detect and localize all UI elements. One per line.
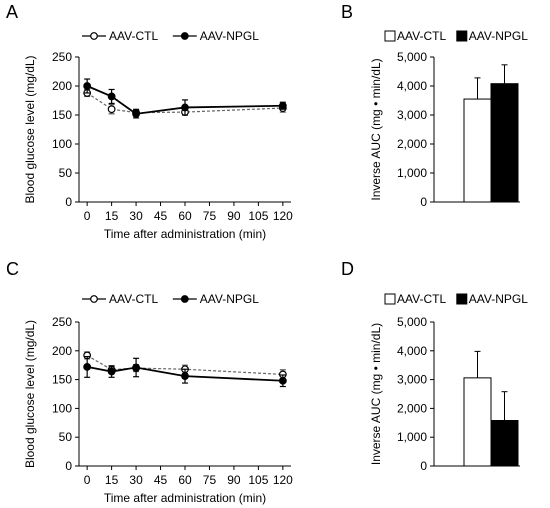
legend-marker: [180, 32, 189, 40]
bar-aav-ctl: [463, 377, 492, 467]
panel-label: B: [341, 2, 353, 22]
panel-b: B 0 1,000 2,000 3,000 4,000 5,000 Inverse AUC (…: [341, 2, 528, 209]
x-tick-label: 45: [154, 209, 168, 223]
legend-swatch: [456, 30, 468, 42]
data-point: [132, 109, 140, 118]
x-tick-label: 120: [273, 473, 293, 487]
data-point: [278, 376, 287, 385]
data-point: [181, 103, 189, 112]
series-aav-npgl: [83, 78, 287, 119]
panel-label: A: [6, 2, 18, 22]
legend: AAV-CTL AAV-NPGL: [82, 292, 259, 306]
y-tick-label: 250: [52, 315, 72, 329]
x-tick-label: 30: [129, 473, 143, 487]
data-point: [181, 372, 189, 381]
series-aav-npgl: [83, 355, 287, 388]
x-tick-label: 90: [227, 209, 241, 223]
y-axis-label: Blood glucose level (mg/dL): [23, 320, 37, 468]
legend-label: AAV-NPGL: [469, 292, 528, 306]
legend-swatch: [456, 293, 468, 305]
y-tick-label: 4,000: [397, 79, 427, 93]
x-axis-label: Time after administration (min): [104, 227, 266, 241]
legend-label: AAV-CTL: [109, 292, 158, 306]
bar-aav-ctl: [463, 98, 492, 203]
data-point: [107, 105, 116, 114]
legend-label: AAV-NPGL: [200, 292, 259, 306]
y-axis-label: Blood glucose level (mg/dL): [23, 55, 37, 203]
legend-marker: [90, 32, 98, 40]
y-tick-label: 3,000: [397, 108, 427, 122]
legend: AAV-CTL AAV-NPGL: [384, 292, 528, 306]
legend: AAV-CTL AAV-NPGL: [384, 29, 528, 43]
y-tick-label: 2,000: [397, 137, 427, 151]
y-tick-label: 0: [420, 459, 427, 473]
legend-label: AAV-CTL: [397, 29, 446, 43]
legend-label: AAV-NPGL: [200, 29, 259, 43]
x-tick-label: 75: [203, 209, 217, 223]
legend-swatch: [384, 30, 396, 42]
y-tick-label: 250: [52, 50, 72, 64]
x-axis-label: Time after administration (min): [104, 491, 266, 505]
y-tick-label: 150: [52, 373, 72, 387]
data-point: [83, 363, 92, 371]
series-line: [86, 92, 283, 114]
data-point: [107, 92, 116, 101]
data-point: [83, 82, 92, 90]
bar-aav-npgl: [490, 419, 519, 467]
y-tick-label: 1,000: [397, 166, 427, 180]
legend: AAV-CTL AAV-NPGL: [82, 29, 259, 43]
panel-a: A 0 50 100 150 200 250 0 15 30 45 60 75 90 105 120 Time …: [6, 2, 293, 241]
panel-d: D 0 1,000 2,000 3,000 4,000 5,000 Inverse AUC (…: [341, 259, 528, 473]
x-tick-label: 0: [84, 209, 91, 223]
bar-aav-npgl: [490, 83, 519, 203]
x-tick-label: 15: [105, 473, 119, 487]
y-axis-label: Inverse AUC (mg • min/dL): [369, 58, 383, 200]
x-tick-label: 60: [178, 473, 192, 487]
y-tick-label: 200: [52, 344, 72, 358]
y-tick-label: 1,000: [397, 430, 427, 444]
y-tick-label: 5,000: [397, 50, 427, 64]
y-tick-label: 100: [52, 401, 72, 415]
y-tick-label: 3,000: [397, 373, 427, 387]
panel-label: C: [6, 259, 19, 279]
y-tick-label: 150: [52, 108, 72, 122]
x-tick-label: 120: [273, 209, 293, 223]
y-tick-label: 0: [65, 459, 72, 473]
y-tick-label: 0: [65, 195, 72, 209]
y-tick-label: 2,000: [397, 401, 427, 415]
y-axis-label: Inverse AUC (mg • min/dL): [369, 323, 383, 465]
legend-label: AAV-CTL: [109, 29, 158, 43]
y-tick-label: 200: [52, 79, 72, 93]
x-tick-label: 60: [178, 209, 192, 223]
x-tick-label: 30: [129, 209, 143, 223]
legend-label: AAV-NPGL: [469, 29, 528, 43]
x-tick-label: 15: [105, 209, 119, 223]
panel-label: D: [341, 259, 354, 279]
x-tick-label: 45: [154, 473, 168, 487]
legend-marker: [90, 295, 98, 303]
legend-label: AAV-CTL: [397, 292, 446, 306]
y-tick-label: 0: [420, 195, 427, 209]
x-tick-label: 105: [248, 473, 268, 487]
y-tick-label: 4,000: [397, 344, 427, 358]
x-tick-label: 0: [84, 473, 91, 487]
y-tick-label: 50: [59, 430, 73, 444]
panel-c: C 0 50 100 150 200 250 0 15 30 45 60 75 90 105 120 Time …: [6, 259, 293, 505]
y-tick-label: 5,000: [397, 315, 427, 329]
x-tick-label: 75: [203, 473, 217, 487]
y-tick-label: 100: [52, 137, 72, 151]
y-tick-label: 50: [59, 166, 73, 180]
x-tick-label: 105: [248, 209, 268, 223]
data-point: [132, 363, 140, 372]
legend-marker: [180, 295, 189, 303]
legend-swatch: [384, 293, 396, 305]
data-point: [107, 367, 116, 376]
data-point: [278, 101, 287, 110]
x-tick-label: 90: [227, 473, 241, 487]
